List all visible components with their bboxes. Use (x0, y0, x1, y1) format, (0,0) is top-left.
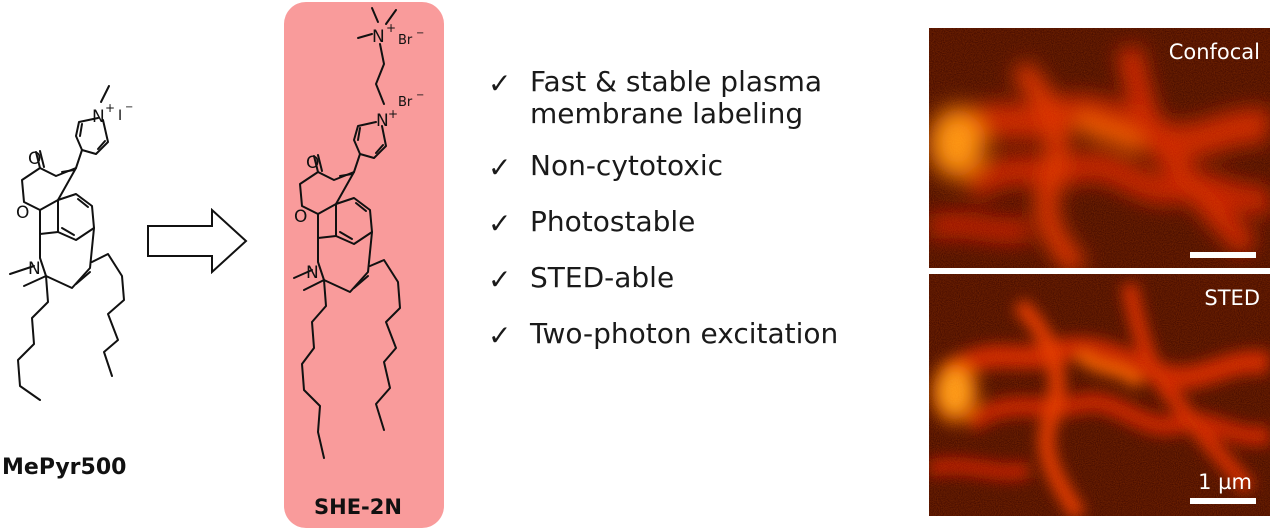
mepyr500-label: MePyr500 (2, 455, 127, 480)
feature-item: ✓ Two-photon excitation (488, 318, 908, 354)
feature-text: STED-able (530, 261, 675, 295)
confocal-label: Confocal (1168, 40, 1260, 64)
she-2n-label: SHE-2N (314, 495, 402, 519)
feature-item: ✓ Photostable (488, 206, 908, 242)
feature-text: Non-cytotoxic (530, 149, 723, 183)
sted-image: STED 1 µm (929, 274, 1270, 516)
mol2-o-ring: O (294, 207, 307, 227)
checkmark-icon: ✓ (488, 319, 512, 353)
transform-arrow-icon (147, 208, 248, 274)
sted-label: STED (1204, 286, 1260, 310)
mol2-n-amine: N (306, 263, 319, 283)
checkmark-icon: ✓ (488, 67, 512, 100)
mol1-counterion: I (118, 108, 122, 124)
confocal-image: Confocal (929, 28, 1270, 268)
scale-bar-label: 1 µm (1198, 470, 1252, 494)
mol2-counterion-2: Br (398, 95, 413, 110)
mol2-n-ammonium: N (372, 27, 385, 47)
svg-text:−: − (416, 28, 424, 39)
mol2-o-carbonyl: O (306, 153, 319, 173)
feature-text: Fast & stable plasma membrane labeling (530, 65, 823, 131)
feature-item: ✓ STED-able (488, 262, 908, 298)
svg-text:−: − (416, 90, 424, 101)
mepyr500-structure: N + I − O O N (9, 85, 133, 401)
mol2-charge-1: + (386, 21, 396, 35)
scale-bar (1190, 498, 1256, 504)
she-2n-highlight-panel (284, 2, 444, 528)
mol1-o-ring: O (16, 203, 29, 223)
she-2n-structure: N + Br − N + Br − O O N (293, 7, 424, 459)
scale-bar (1190, 252, 1256, 258)
mol2-counterion-1: Br (398, 33, 413, 48)
checkmark-icon: ✓ (488, 151, 512, 185)
mol1-n-amine: N (28, 259, 41, 279)
checkmark-icon: ✓ (488, 263, 512, 297)
mol2-n-pyridinium: N (376, 111, 389, 131)
mol1-o-carbonyl: O (28, 149, 41, 169)
feature-list: ✓ Fast & stable plasma membrane labeling… (488, 65, 908, 374)
mol1-charge: + (105, 101, 115, 115)
feature-text: Two-photon excitation (530, 317, 839, 351)
feature-text: Photostable (530, 205, 696, 239)
mol1-n-plus: N (92, 107, 105, 127)
mol2-charge-2: + (388, 107, 398, 121)
checkmark-icon: ✓ (488, 207, 512, 241)
svg-text:−: − (125, 102, 133, 113)
feature-item: ✓ Fast & stable plasma membrane labeling (488, 65, 908, 131)
feature-item: ✓ Non-cytotoxic (488, 150, 908, 186)
